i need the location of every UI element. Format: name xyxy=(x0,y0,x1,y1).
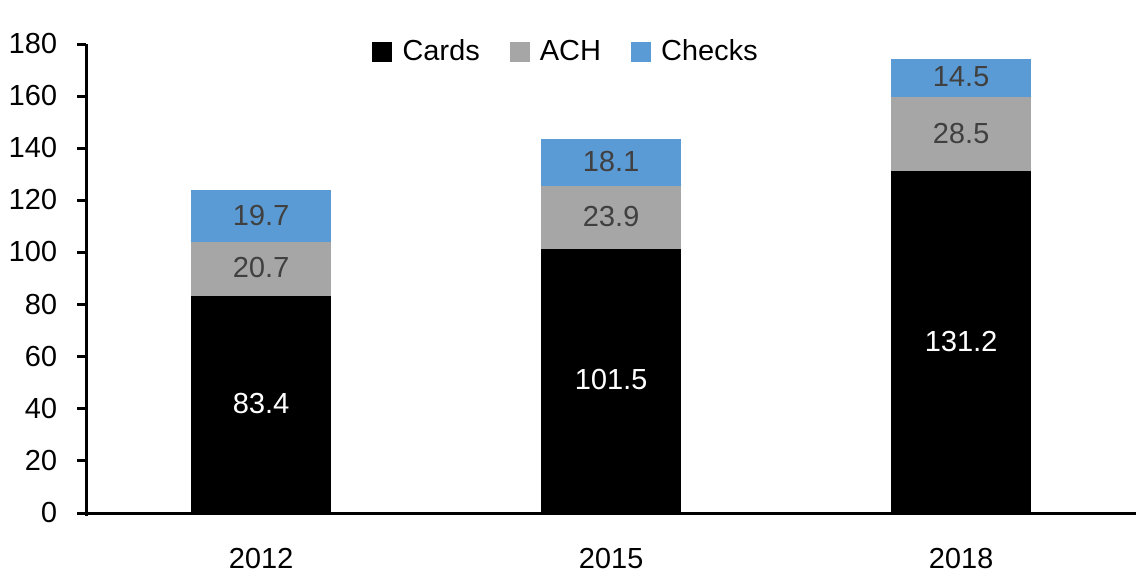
y-tick xyxy=(77,511,86,515)
bar-segment-checks-2018: 14.5 xyxy=(891,59,1031,97)
y-tick-label: 160 xyxy=(8,80,57,113)
y-tick xyxy=(77,303,86,307)
y-tick-label: 120 xyxy=(8,184,57,217)
bar-segment-value: 101.5 xyxy=(574,364,648,397)
y-tick-label: 60 xyxy=(24,340,57,373)
legend-label-ach: ACH xyxy=(539,35,601,67)
bar-segment-cards-2012: 83.4 xyxy=(191,295,331,513)
bar-segment-value: 19.7 xyxy=(232,199,290,232)
y-tick xyxy=(77,250,86,254)
y-tick-label: 80 xyxy=(24,288,57,321)
legend-label-checks: Checks xyxy=(660,35,758,67)
bar-segment-value: 83.4 xyxy=(232,387,290,420)
y-tick-label: 100 xyxy=(8,236,57,269)
y-axis-line xyxy=(85,44,88,516)
bar-segment-value: 131.2 xyxy=(924,325,998,358)
y-tick-label: 180 xyxy=(8,28,57,60)
y-tick xyxy=(77,198,86,202)
legend-item-ach: ACH xyxy=(509,35,601,67)
y-tick-label: 40 xyxy=(24,392,57,425)
bar-segment-ach-2018: 28.5 xyxy=(891,96,1031,172)
bar-segment-cards-2015: 101.5 xyxy=(541,248,681,513)
bar-segment-value: 14.5 xyxy=(932,61,990,94)
bar-segment-ach-2015: 23.9 xyxy=(541,186,681,249)
ach-swatch-icon xyxy=(509,41,530,62)
checks-swatch-icon xyxy=(630,41,651,62)
y-tick xyxy=(77,146,86,150)
y-tick xyxy=(77,355,86,359)
legend-item-checks: Checks xyxy=(630,35,758,67)
bar-segment-cards-2018: 131.2 xyxy=(891,171,1031,513)
cards-swatch-icon xyxy=(372,41,393,62)
x-axis-line xyxy=(77,512,1136,515)
bar-segment-value: 28.5 xyxy=(932,117,990,150)
y-tick xyxy=(77,94,86,98)
legend-label-cards: Cards xyxy=(402,35,480,67)
legend-item-cards: Cards xyxy=(372,35,480,67)
y-tick xyxy=(77,459,86,463)
y-tick xyxy=(77,42,86,46)
y-tick-label: 20 xyxy=(24,444,57,477)
x-tick-label: 2018 xyxy=(928,543,994,575)
y-tick-label: 0 xyxy=(40,497,57,529)
bar-segment-checks-2015: 18.1 xyxy=(541,139,681,187)
bar-segment-value: 23.9 xyxy=(582,200,640,233)
bar-segment-value: 20.7 xyxy=(232,252,290,285)
bar-segment-checks-2012: 19.7 xyxy=(191,190,331,242)
bar-segment-ach-2012: 20.7 xyxy=(191,241,331,296)
x-tick-label: 2015 xyxy=(578,543,644,575)
chart-legend: Cards ACH Checks xyxy=(0,37,1130,66)
y-tick xyxy=(77,407,86,411)
bar-segment-value: 18.1 xyxy=(582,146,640,179)
y-tick-label: 140 xyxy=(8,132,57,165)
x-tick-label: 2012 xyxy=(228,543,294,575)
